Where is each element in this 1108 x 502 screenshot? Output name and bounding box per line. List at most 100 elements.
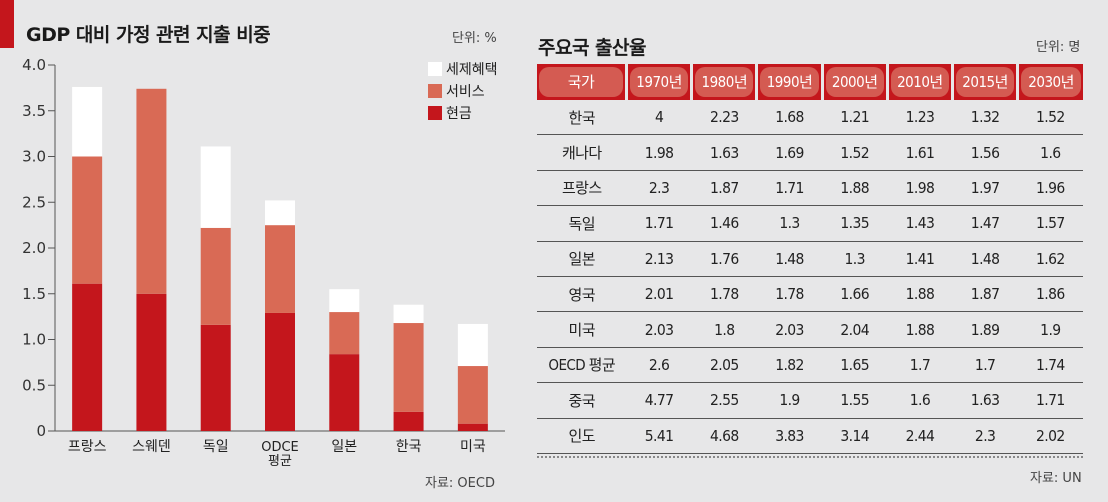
y-tick-label: 2.5 — [22, 193, 46, 211]
rate-cell: 2.3 — [626, 170, 692, 207]
rate-cell: 1.82 — [756, 347, 823, 384]
bar-segment-service — [393, 323, 424, 412]
rate-cell: 1.62 — [1017, 241, 1083, 277]
table-body: 한국 4 2.23 1.68 1.21 1.23 1.32 1.52 캐나다 1.98 1.63 1.… — [537, 100, 1083, 454]
header-year: 1980년 — [691, 64, 759, 100]
rate-cell: 1.98 — [887, 170, 953, 207]
header-label: 2015년 — [956, 67, 1015, 97]
bar-segment-tax — [200, 146, 231, 228]
rate-cell: 2.6 — [626, 347, 692, 384]
rate-cell: 3.83 — [756, 418, 823, 454]
country-cell: 인도 — [537, 418, 627, 454]
bar-segment-service — [265, 225, 295, 313]
table-row: 영국 2.01 1.78 1.78 1.66 1.88 1.87 1.86 — [537, 276, 1083, 313]
y-tick-label: 1.5 — [22, 285, 46, 303]
rate-cell: 1.55 — [822, 382, 888, 419]
rate-cell: 2.55 — [691, 382, 757, 419]
header-country: 국가 — [537, 64, 628, 100]
x-tick-label: 독일 — [203, 439, 229, 455]
legend-label: 서비스 — [446, 84, 485, 100]
rate-cell: 1.48 — [756, 241, 823, 277]
rate-cell: 1.48 — [952, 241, 1018, 277]
rate-cell: 1.65 — [822, 347, 888, 384]
rate-cell: 1.71 — [756, 170, 823, 207]
rate-cell: 2.03 — [626, 311, 692, 348]
rate-cell: 1.52 — [822, 134, 888, 171]
header-year: 1990년 — [756, 64, 824, 100]
bar-segment-cash — [200, 324, 231, 431]
header-label: 1990년 — [760, 67, 819, 97]
legend-swatch — [428, 106, 442, 120]
header-year: 2010년 — [887, 64, 955, 100]
rate-cell: 1.88 — [822, 170, 888, 207]
header-year: 2030년 — [1017, 64, 1083, 100]
rate-cell: 3.14 — [822, 418, 888, 454]
rate-cell: 2.44 — [887, 418, 953, 454]
country-cell: 중국 — [537, 382, 627, 419]
rate-cell: 1.9 — [1017, 311, 1083, 348]
country-cell: 미국 — [537, 311, 627, 348]
bar-segment-service — [457, 366, 488, 424]
x-tick-label: ODCE — [261, 440, 299, 455]
rate-cell: 1.47 — [952, 205, 1018, 242]
rate-cell: 2.02 — [1017, 418, 1083, 454]
legend-swatch — [428, 84, 442, 98]
table-row: 일본 2.13 1.76 1.48 1.3 1.41 1.48 1.62 — [537, 241, 1083, 277]
rate-cell: 1.69 — [756, 134, 823, 171]
rate-cell: 1.78 — [756, 276, 823, 313]
rate-cell: 1.63 — [952, 382, 1018, 419]
header-label: 국가 — [539, 67, 623, 97]
rate-cell: 2.04 — [822, 311, 888, 348]
bar-segment-service — [136, 88, 167, 294]
accent-bar — [0, 0, 14, 48]
rate-cell: 1.32 — [952, 100, 1018, 136]
x-tick-label: 프랑스 — [68, 439, 107, 455]
y-tick-label: 3.0 — [22, 148, 46, 166]
rate-cell: 1.6 — [887, 382, 953, 419]
x-tick-label: 미국 — [460, 439, 486, 455]
bar-segment-tax — [72, 86, 103, 157]
rate-cell: 2.23 — [691, 100, 757, 136]
chart-title: GDP 대비 가정 관련 지출 비중 — [26, 24, 271, 46]
country-cell: 한국 — [537, 100, 627, 136]
bar-segment-tax — [393, 304, 424, 324]
rate-cell: 1.68 — [756, 100, 823, 136]
bar-segment-cash — [393, 411, 424, 431]
table-row: 한국 4 2.23 1.68 1.21 1.23 1.32 1.52 — [537, 100, 1083, 136]
rate-cell: 1.86 — [1017, 276, 1083, 313]
rate-cell: 1.88 — [887, 276, 953, 313]
y-tick-label: 1.0 — [22, 331, 46, 349]
country-cell: 캐나다 — [537, 134, 627, 171]
bar-segment-cash — [329, 354, 360, 431]
bar-segment-cash — [457, 423, 488, 431]
rate-cell: 1.97 — [952, 170, 1018, 207]
table-title: 주요국 출산율 — [538, 37, 647, 59]
rate-cell: 1.3 — [756, 205, 823, 242]
country-cell: 프랑스 — [537, 170, 627, 207]
bar-segment-tax — [265, 200, 295, 226]
rate-cell: 4.77 — [626, 382, 692, 419]
table-source: 자료: UN — [1030, 471, 1082, 486]
rate-cell: 1.9 — [756, 382, 823, 419]
x-tick-label: 평균 — [268, 454, 292, 469]
header-label: 1970년 — [630, 67, 689, 97]
y-tick-label: 4.0 — [22, 56, 46, 74]
rate-cell: 1.23 — [887, 100, 953, 136]
legend-label: 세제혜택 — [446, 62, 498, 78]
y-tick-label: 0 — [36, 422, 46, 440]
y-tick-label: 2.0 — [22, 239, 46, 257]
rate-cell: 1.43 — [887, 205, 953, 242]
x-tick-label: 스웨덴 — [132, 439, 171, 455]
table-row: OECD 평균 2.6 2.05 1.82 1.65 1.7 1.7 1.74 — [537, 347, 1083, 384]
table-row: 프랑스 2.3 1.87 1.71 1.88 1.98 1.97 1.96 — [537, 170, 1083, 207]
y-tick-label: 3.5 — [22, 102, 46, 120]
bar-segment-cash — [72, 283, 103, 431]
bar-segment-tax — [457, 323, 488, 367]
x-tick-label: 한국 — [396, 439, 422, 455]
table-row: 중국 4.77 2.55 1.9 1.55 1.6 1.63 1.71 — [537, 382, 1083, 419]
rate-cell: 1.35 — [822, 205, 888, 242]
rate-cell: 1.66 — [822, 276, 888, 313]
header-year: 1970년 — [626, 64, 694, 100]
rate-cell: 1.61 — [887, 134, 953, 171]
